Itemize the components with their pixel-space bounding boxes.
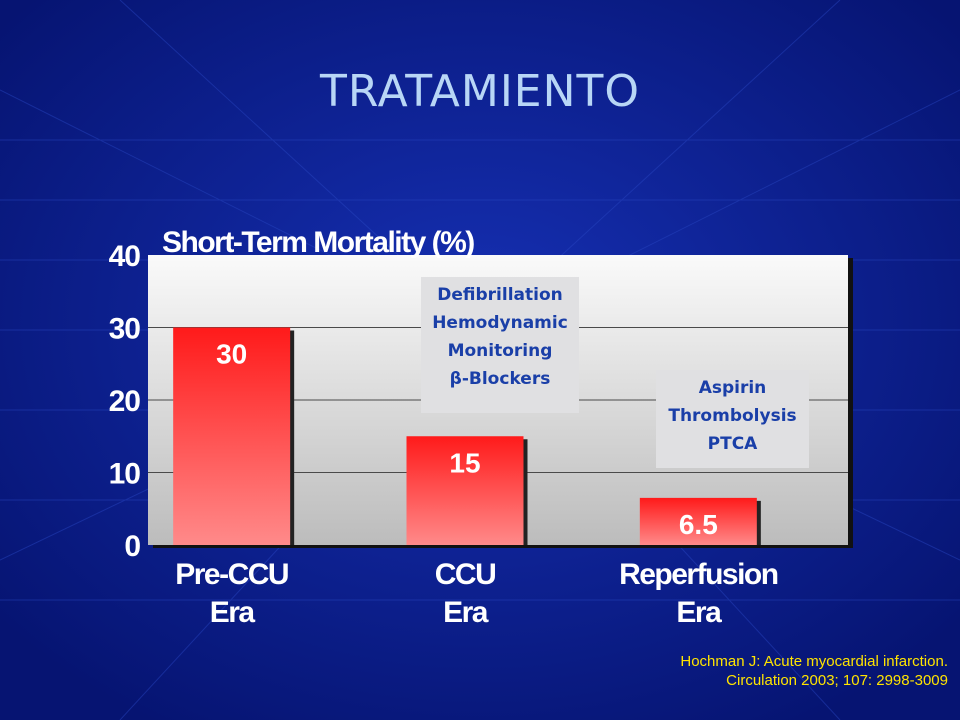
y-tick-label: 20 [109, 385, 141, 418]
y-axis-label: Short-Term Mortality (%) [162, 226, 474, 259]
annotation-line: β-Blockers [449, 369, 551, 389]
y-tick-label: 0 [124, 530, 140, 563]
slide-title: TRATAMIENTO [319, 66, 641, 117]
bar-value-label: 30 [216, 339, 247, 370]
x-category-label: Reperfusion [619, 558, 778, 591]
annotation-reperfusion-treatments: Aspirin Thrombolysis PTCA [656, 370, 809, 468]
bar-value-label: 15 [449, 447, 480, 478]
bar [639, 497, 757, 545]
annotation-line: Aspirin [698, 378, 767, 398]
annotation-ccu-treatments: Defibrillation Hemodynamic Monitoring β-… [421, 277, 579, 413]
x-category-label: Pre-CCU [175, 558, 288, 591]
annotation-line: PTCA [707, 434, 758, 454]
annotation-line: Defibrillation [437, 285, 563, 305]
bar [406, 436, 524, 545]
citation-line-2: Circulation 2003; 107: 2998-3009 [726, 672, 948, 689]
x-category-label: CCU [435, 558, 496, 591]
citation-line-1: Hochman J: Acute myocardial infarction. [680, 653, 948, 670]
bar-value-label: 6.5 [679, 509, 718, 540]
annotation-line: Monitoring [447, 341, 553, 361]
annotation-line: Thrombolysis [668, 406, 797, 426]
x-category-label: Era [676, 596, 722, 629]
y-tick-label: 10 [109, 458, 141, 491]
y-tick-label: 40 [109, 240, 141, 273]
y-tick-label: 30 [109, 313, 141, 346]
annotation-line: Hemodynamic [432, 313, 568, 333]
x-category-label: Era [443, 596, 489, 629]
x-category-label: Era [210, 596, 256, 629]
bar [173, 327, 291, 545]
citation: Hochman J: Acute myocardial infarction. … [680, 652, 948, 690]
